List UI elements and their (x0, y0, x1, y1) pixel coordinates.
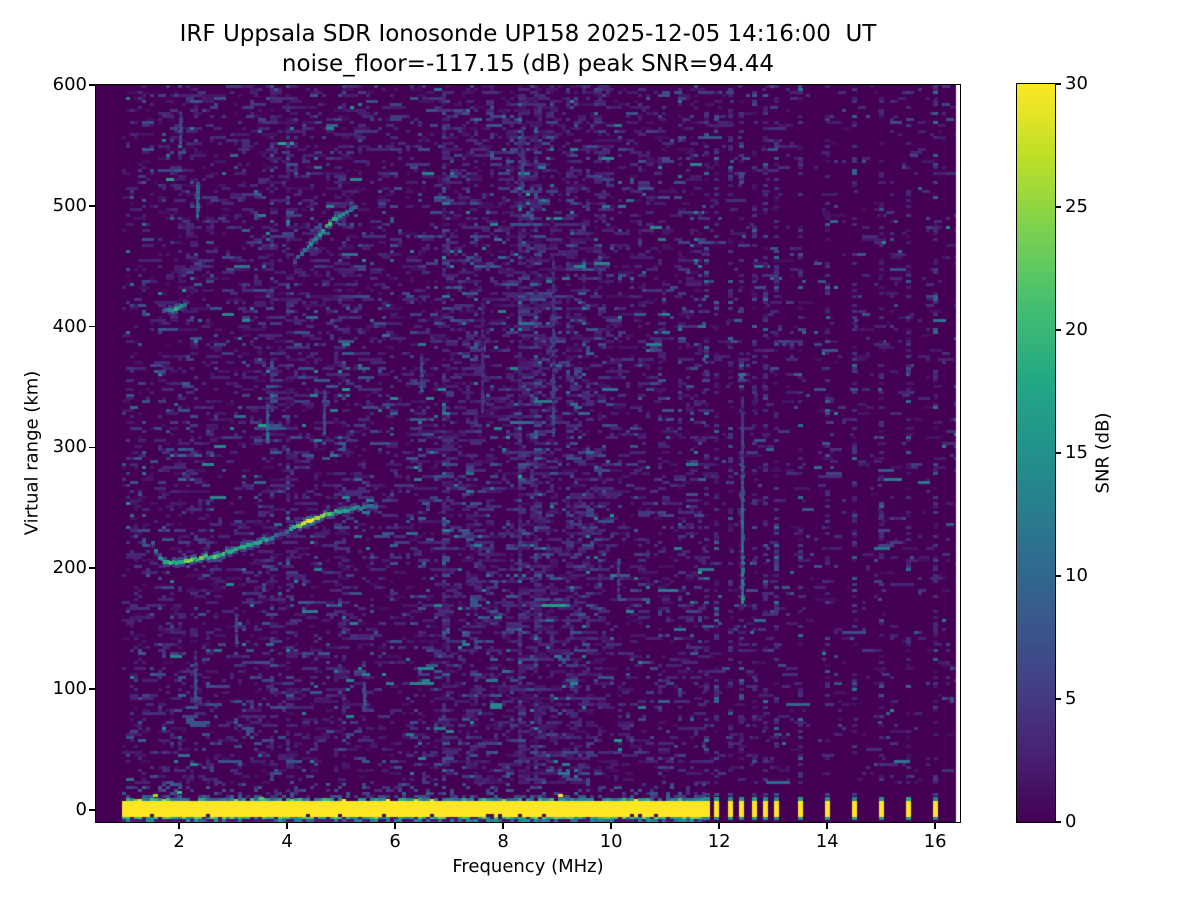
y-tick-label: 0 (75, 798, 87, 820)
x-tick-label: 12 (707, 831, 731, 852)
y-tick-label: 500 (52, 194, 87, 216)
y-tick-label: 400 (52, 315, 87, 337)
x-tick-mark (502, 823, 504, 829)
colorbar-tick-mark (1056, 698, 1061, 700)
x-tick-mark (934, 823, 936, 829)
x-tick-label: 14 (815, 831, 839, 852)
x-tick-mark (718, 823, 720, 829)
colorbar-tick-label: 5 (1065, 688, 1077, 709)
y-tick-label: 300 (52, 436, 87, 458)
x-tick-mark (610, 823, 612, 829)
colorbar-gradient (1017, 84, 1055, 822)
ionogram-heatmap (96, 85, 960, 822)
colorbar-tick-mark (1056, 821, 1061, 823)
y-tick-label: 600 (52, 74, 87, 95)
y-tick-mark (89, 325, 95, 328)
plot-border (95, 84, 961, 823)
colorbar-tick-mark (1056, 452, 1061, 454)
y-tick-mark (89, 809, 95, 811)
colorbar-border (1016, 83, 1056, 823)
x-tick-label: 2 (173, 831, 185, 852)
colorbar-tick-mark (1056, 575, 1061, 577)
x-tick-mark (394, 823, 396, 829)
x-tick-mark (178, 823, 180, 829)
x-tick-label: 4 (281, 831, 293, 852)
x-tick-label: 10 (599, 831, 623, 852)
colorbar-tick-label: 15 (1065, 442, 1088, 463)
x-tick-mark (286, 823, 288, 829)
x-axis-label: Frequency (MHz) (452, 856, 604, 877)
y-tick-mark (89, 688, 95, 690)
colorbar-tick-mark (1056, 206, 1061, 208)
chart-title: IRF Uppsala SDR Ionosonde UP158 2025-12-… (179, 21, 877, 47)
colorbar-tick-label: 30 (1065, 73, 1088, 94)
x-tick-label: 8 (497, 831, 509, 852)
x-tick-label: 16 (923, 831, 947, 852)
y-tick-mark (89, 84, 95, 86)
colorbar-tick-label: 20 (1065, 319, 1088, 340)
x-tick-label: 6 (389, 831, 401, 852)
colorbar-tick-mark (1056, 83, 1061, 85)
y-tick-mark (89, 205, 95, 207)
colorbar-tick-label: 25 (1065, 196, 1088, 217)
colorbar-tick-mark (1056, 329, 1061, 331)
y-tick-mark (89, 567, 95, 570)
colorbar-tick-label: 10 (1065, 565, 1088, 586)
y-tick-label: 200 (52, 557, 87, 579)
x-tick-mark (826, 823, 828, 829)
chart-subtitle: noise_floor=-117.15 (dB) peak SNR=94.44 (281, 51, 775, 77)
colorbar-tick-label: 0 (1065, 811, 1077, 832)
y-tick-mark (89, 446, 95, 449)
y-tick-label: 100 (52, 678, 87, 700)
